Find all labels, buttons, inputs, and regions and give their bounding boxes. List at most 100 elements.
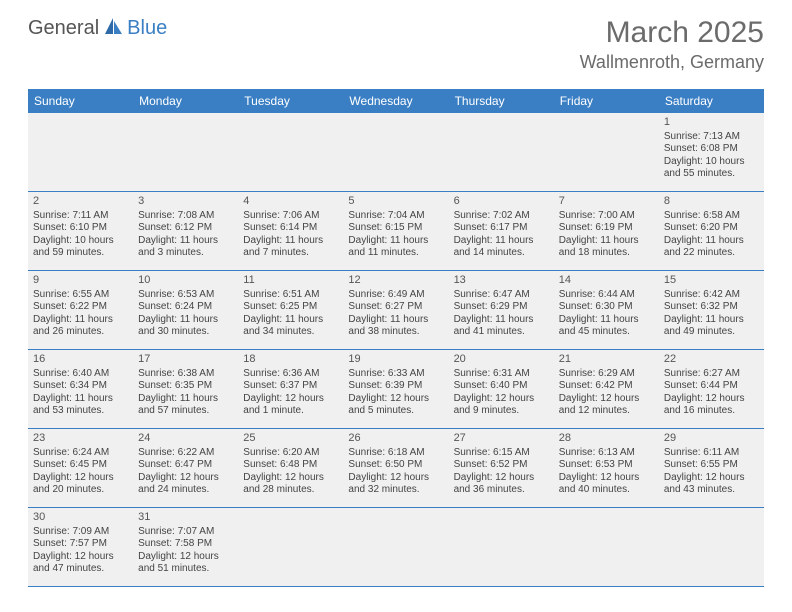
day-number: 24 [138,432,233,446]
sunset-text: Sunset: 6:17 PM [454,222,549,235]
calendar-cell: 11Sunrise: 6:51 AMSunset: 6:25 PMDayligh… [238,271,343,349]
day-number: 15 [664,274,759,288]
calendar-week: 1Sunrise: 7:13 AMSunset: 6:08 PMDaylight… [28,113,764,192]
sunrise-text: Sunrise: 7:02 AM [454,210,549,223]
day-number: 16 [33,353,128,367]
calendar-week: 23Sunrise: 6:24 AMSunset: 6:45 PMDayligh… [28,429,764,508]
logo-text-blue: Blue [127,17,167,40]
day-number: 5 [348,195,443,209]
calendar-cell: 27Sunrise: 6:15 AMSunset: 6:52 PMDayligh… [449,429,554,507]
sunset-text: Sunset: 6:53 PM [559,459,654,472]
calendar-week: 30Sunrise: 7:09 AMSunset: 7:57 PMDayligh… [28,508,764,587]
calendar-cell-empty [343,508,448,586]
calendar-cell: 26Sunrise: 6:18 AMSunset: 6:50 PMDayligh… [343,429,448,507]
daylight-text: Daylight: 11 hours and 18 minutes. [559,235,654,260]
day-label: Sunday [28,89,133,113]
sunrise-text: Sunrise: 6:36 AM [243,368,338,381]
sunset-text: Sunset: 6:20 PM [664,222,759,235]
calendar-cell-empty [554,113,659,191]
day-number: 4 [243,195,338,209]
calendar-cell-empty [343,113,448,191]
sunset-text: Sunset: 6:32 PM [664,301,759,314]
day-number: 1 [664,116,759,130]
daylight-text: Daylight: 12 hours and 28 minutes. [243,472,338,497]
calendar-cell: 20Sunrise: 6:31 AMSunset: 6:40 PMDayligh… [449,350,554,428]
sunset-text: Sunset: 6:55 PM [664,459,759,472]
sunrise-text: Sunrise: 6:24 AM [33,447,128,460]
sunset-text: Sunset: 6:24 PM [138,301,233,314]
weeks-container: 1Sunrise: 7:13 AMSunset: 6:08 PM Daylight… [28,113,764,587]
sunset-text: Sunset: 6:40 PM [454,380,549,393]
calendar-cell: 9Sunrise: 6:55 AMSunset: 6:22 PMDaylight… [28,271,133,349]
day-number: 10 [138,274,233,288]
daylight-text: Daylight: 11 hours and 34 minutes. [243,314,338,339]
calendar-cell-empty [238,113,343,191]
sunset-text: Sunset: 6:44 PM [664,380,759,393]
sunrise-text: Sunrise: 6:18 AM [348,447,443,460]
sunset-text: Sunset: 6:29 PM [454,301,549,314]
sunrise-text: Sunrise: 6:11 AM [664,447,759,460]
daylight-text: Daylight: 12 hours and 5 minutes. [348,393,443,418]
calendar-cell: 14Sunrise: 6:44 AMSunset: 6:30 PMDayligh… [554,271,659,349]
sunrise-text: Sunrise: 6:13 AM [559,447,654,460]
calendar-cell: 5Sunrise: 7:04 AMSunset: 6:15 PMDaylight… [343,192,448,270]
calendar-cell-empty [238,508,343,586]
sunrise-text: Sunrise: 7:07 AM [138,526,233,539]
day-number: 26 [348,432,443,446]
calendar-cell: 25Sunrise: 6:20 AMSunset: 6:48 PMDayligh… [238,429,343,507]
day-number: 27 [454,432,549,446]
sunset-text: Sunset: 6:15 PM [348,222,443,235]
sunset-text: Sunset: 6:42 PM [559,380,654,393]
daylight-text: Daylight: 11 hours and 53 minutes. [33,393,128,418]
day-label: Wednesday [343,89,448,113]
title-block: March 2025 Wallmenroth, Germany [580,16,764,73]
day-number: 31 [138,511,233,525]
sunset-text: Sunset: 6:39 PM [348,380,443,393]
calendar-cell: 1Sunrise: 7:13 AMSunset: 6:08 PMDaylight… [659,113,764,191]
daylight-text: Daylight: 11 hours and 26 minutes. [33,314,128,339]
daylight-text: Daylight: 12 hours and 40 minutes. [559,472,654,497]
sunrise-text: Sunrise: 6:49 AM [348,289,443,302]
sunrise-text: Sunrise: 7:00 AM [559,210,654,223]
calendar-cell: 8Sunrise: 6:58 AMSunset: 6:20 PMDaylight… [659,192,764,270]
daylight-text: Daylight: 11 hours and 11 minutes. [348,235,443,260]
daylight-text: Daylight: 11 hours and 3 minutes. [138,235,233,260]
sunrise-text: Sunrise: 6:20 AM [243,447,338,460]
sunrise-text: Sunrise: 6:38 AM [138,368,233,381]
calendar-cell: 19Sunrise: 6:33 AMSunset: 6:39 PMDayligh… [343,350,448,428]
sunset-text: Sunset: 7:58 PM [138,538,233,551]
sunset-text: Sunset: 6:22 PM [33,301,128,314]
sunset-text: Sunset: 6:12 PM [138,222,233,235]
sunset-text: Sunset: 6:08 PM [664,143,759,156]
calendar-cell: 17Sunrise: 6:38 AMSunset: 6:35 PMDayligh… [133,350,238,428]
day-number: 28 [559,432,654,446]
sunset-text: Sunset: 6:50 PM [348,459,443,472]
sunrise-text: Sunrise: 7:13 AM [664,131,759,144]
sunrise-text: Sunrise: 6:22 AM [138,447,233,460]
sunset-text: Sunset: 7:57 PM [33,538,128,551]
calendar-cell: 6Sunrise: 7:02 AMSunset: 6:17 PMDaylight… [449,192,554,270]
sunrise-text: Sunrise: 6:51 AM [243,289,338,302]
sunset-text: Sunset: 6:14 PM [243,222,338,235]
daylight-text: Daylight: 11 hours and 49 minutes. [664,314,759,339]
sunrise-text: Sunrise: 6:33 AM [348,368,443,381]
calendar-cell-empty [449,508,554,586]
sunrise-text: Sunrise: 6:42 AM [664,289,759,302]
sunrise-text: Sunrise: 6:29 AM [559,368,654,381]
day-header-row: Sunday Monday Tuesday Wednesday Thursday… [28,89,764,113]
daylight-text: Daylight: 11 hours and 41 minutes. [454,314,549,339]
sunset-text: Sunset: 6:45 PM [33,459,128,472]
calendar-cell: 22Sunrise: 6:27 AMSunset: 6:44 PMDayligh… [659,350,764,428]
calendar-cell: 12Sunrise: 6:49 AMSunset: 6:27 PMDayligh… [343,271,448,349]
calendar-cell-empty [449,113,554,191]
day-number: 3 [138,195,233,209]
day-label: Thursday [449,89,554,113]
sunrise-text: Sunrise: 6:53 AM [138,289,233,302]
calendar-cell: 4Sunrise: 7:06 AMSunset: 6:14 PMDaylight… [238,192,343,270]
sunrise-text: Sunrise: 7:11 AM [33,210,128,223]
day-number: 20 [454,353,549,367]
day-number: 12 [348,274,443,288]
daylight-text: Daylight: 12 hours and 1 minute. [243,393,338,418]
month-title: March 2025 [580,16,764,50]
daylight-text: Daylight: 12 hours and 12 minutes. [559,393,654,418]
